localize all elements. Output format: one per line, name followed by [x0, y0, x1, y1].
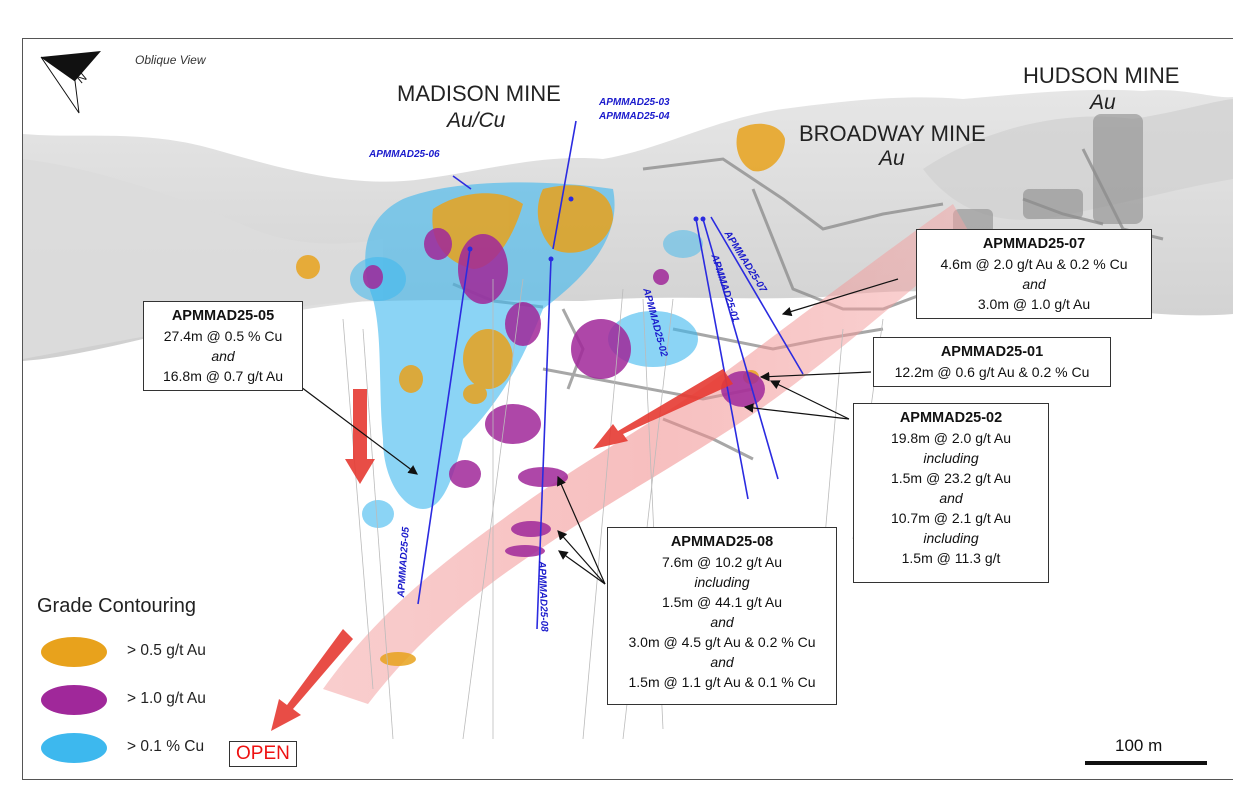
callout-line: and [710, 614, 734, 630]
legend: Grade Contouring > 0.5 g/t Au > 1.0 g/t … [35, 595, 235, 775]
callout-line: 16.8m @ 0.7 g/t Au [162, 368, 284, 384]
callout-apmmad25-08: APMMAD25-08 7.6m @ 10.2 g/t Au including… [607, 527, 837, 705]
callout-line: and [1022, 276, 1046, 292]
north-arrow-icon: N [40, 51, 101, 114]
legend-label-copper: > 0.1 % Cu [127, 738, 205, 755]
callout-line: 3.0m @ 1.0 g/t Au [977, 296, 1091, 312]
drillhole-label-04: APMMAD25-04 [599, 111, 670, 122]
oblique-3d-scene: N [23, 51, 1233, 765]
callout-line: 7.6m @ 10.2 g/t Au [661, 554, 783, 570]
scale-bar-label: 100 m [1115, 736, 1163, 755]
legend-swatch-copper [41, 733, 107, 763]
plunge-arrows [271, 369, 733, 731]
callout-line: 4.6m @ 2.0 g/t Au & 0.2 % Cu [940, 256, 1128, 272]
scale-bar-line [1085, 761, 1207, 765]
svg-text:N: N [74, 70, 90, 86]
madison-mine-label: MADISON MINE [397, 81, 561, 106]
mineralized-plunge-zone [323, 204, 973, 704]
callout-apmmad25-07: APMMAD25-07 4.6m @ 2.0 g/t Au & 0.2 % Cu… [916, 229, 1152, 319]
callout-line: 1.5m @ 23.2 g/t Au [890, 470, 1012, 486]
legend-swatch-gold-0-5 [41, 637, 107, 667]
map-frame: N Oblique View MADISON MINE Au/Cu BROADW… [22, 38, 1233, 780]
callout-leaders [300, 278, 899, 585]
callout-line: 1.5m @ 44.1 g/t Au [661, 594, 783, 610]
callout-line: and [211, 348, 235, 364]
callout-line: and [939, 490, 963, 506]
legend-swatch-gold-1-0 [41, 685, 107, 715]
drillhole-label-03: APMMAD25-03 [599, 97, 670, 108]
callout-line: 19.8m @ 2.0 g/t Au [890, 430, 1012, 446]
hudson-mine-label: HUDSON MINE [1023, 63, 1180, 88]
callout-line: including [923, 530, 979, 546]
drillhole-collars [467, 196, 706, 262]
callout-line: including [923, 450, 979, 466]
madison-commodity-label: Au/Cu [447, 109, 506, 132]
legend-label-gold-0-5: > 0.5 g/t Au [127, 642, 206, 659]
gold-0-5-envelope [296, 123, 785, 666]
callout-line: 10.7m @ 2.1 g/t Au [890, 510, 1012, 526]
callout-line: 12.2m @ 0.6 g/t Au & 0.2 % Cu [894, 364, 1090, 380]
callout-apmmad25-05: APMMAD25-05 27.4m @ 0.5 % Cu and 16.8m @… [143, 301, 303, 391]
callout-line: 1.5m @ 11.3 g/t [901, 550, 1001, 566]
broadway-commodity-label: Au [879, 147, 905, 170]
open-label: OPEN [229, 741, 297, 767]
callout-line: 3.0m @ 4.5 g/t Au & 0.2 % Cu [628, 634, 816, 650]
terrain-ridge [923, 99, 1233, 220]
legend-label-gold-1-0: > 1.0 g/t Au [127, 690, 206, 707]
callout-title: APMMAD25-02 [899, 410, 1003, 426]
callout-title: APMMAD25-08 [670, 534, 774, 550]
view-label: Oblique View [135, 53, 206, 67]
callout-apmmad25-01: APMMAD25-01 12.2m @ 0.6 g/t Au & 0.2 % C… [873, 337, 1111, 387]
callout-line: including [694, 574, 750, 590]
drillhole-label-06: APMMAD25-06 [369, 149, 440, 160]
callout-line: 27.4m @ 0.5 % Cu [163, 328, 283, 344]
callout-apmmad25-02: APMMAD25-02 19.8m @ 2.0 g/t Au including… [853, 403, 1049, 583]
broadway-mine-label: BROADWAY MINE [799, 121, 986, 146]
callout-line: and [710, 654, 734, 670]
callout-title: APMMAD25-05 [171, 308, 275, 324]
hudson-commodity-label: Au [1090, 91, 1116, 114]
drillhole-traces [417, 120, 804, 630]
callout-title: APMMAD25-01 [940, 344, 1044, 360]
legend-title: Grade Contouring [37, 595, 196, 617]
callout-title: APMMAD25-07 [982, 236, 1086, 252]
callout-line: 1.5m @ 1.1 g/t Au & 0.1 % Cu [628, 674, 816, 690]
